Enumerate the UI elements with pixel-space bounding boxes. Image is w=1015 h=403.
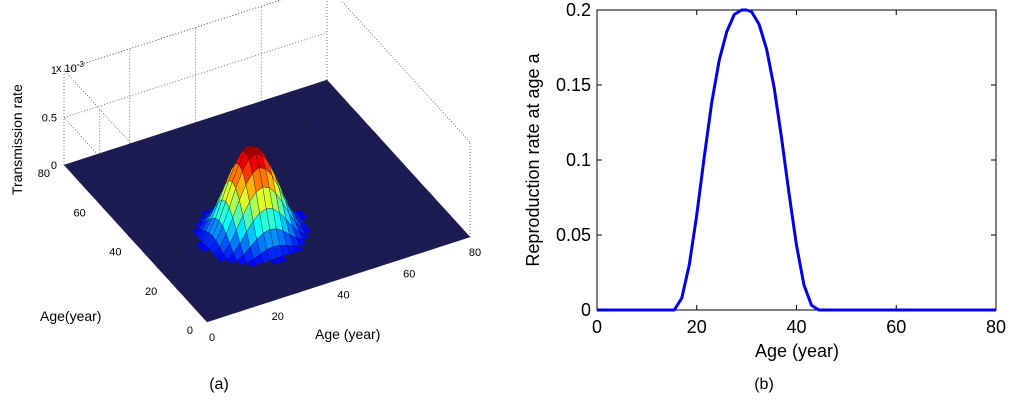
line-ticks: 0 20 40 60 80 0 0.05 0.1 0.15 0.2 [556,0,1006,337]
y-tick-label: 0.05 [556,225,591,245]
caption-b: (b) [754,376,774,393]
y-tick-label: 0.1 [566,150,591,170]
x-tick-label: 20 [687,317,707,337]
x-tick-label: 40 [786,317,806,337]
grid-line [63,0,282,71]
x-tick-label: 40 [337,290,349,302]
z-tick-label: 0 [51,160,57,172]
surface-plot [63,79,471,323]
y-tick-label: 0 [187,325,193,337]
plot-frame [596,9,997,311]
x-tick-label: 60 [886,317,906,337]
y-tick-label: 20 [145,286,157,298]
y-tick-label: 60 [74,207,86,219]
y-tick-label: 40 [109,247,121,259]
y-tick-label: 80 [38,168,50,180]
z-tick-label: 0.5 [42,113,57,125]
y-tick-label: 0 [581,300,591,320]
y-tick-label: 0.15 [556,75,591,95]
series-line [597,8,996,312]
y-tick-label: 0.2 [566,0,591,20]
surface-patch [459,232,471,240]
y-axis-label: Age(year) [40,308,101,324]
b-y-axis-label: Reproduction rate at age a [523,52,543,266]
x-tick-label: 20 [272,311,284,323]
x-tick-label: 80 [469,247,481,259]
x-tick-label: 80 [986,317,1006,337]
x-tick-label: 60 [403,268,415,280]
z-exponent-label: x 10-3 [56,60,84,75]
line-panel: 0 20 40 60 80 0 0.05 0.1 0.15 0.2 Age (year) Repr… [523,0,1006,393]
grid-line [63,32,328,118]
b-x-axis-label: Age (year) [755,341,839,361]
x-axis-label: Age (year) [315,326,380,342]
caption-a: (a) [209,376,229,393]
x-tick-label: 0 [592,317,602,337]
z-tick-label: 1 [51,65,57,77]
x-tick-label: 0 [209,332,215,344]
z-axis-label: Transmission rate [9,84,25,195]
